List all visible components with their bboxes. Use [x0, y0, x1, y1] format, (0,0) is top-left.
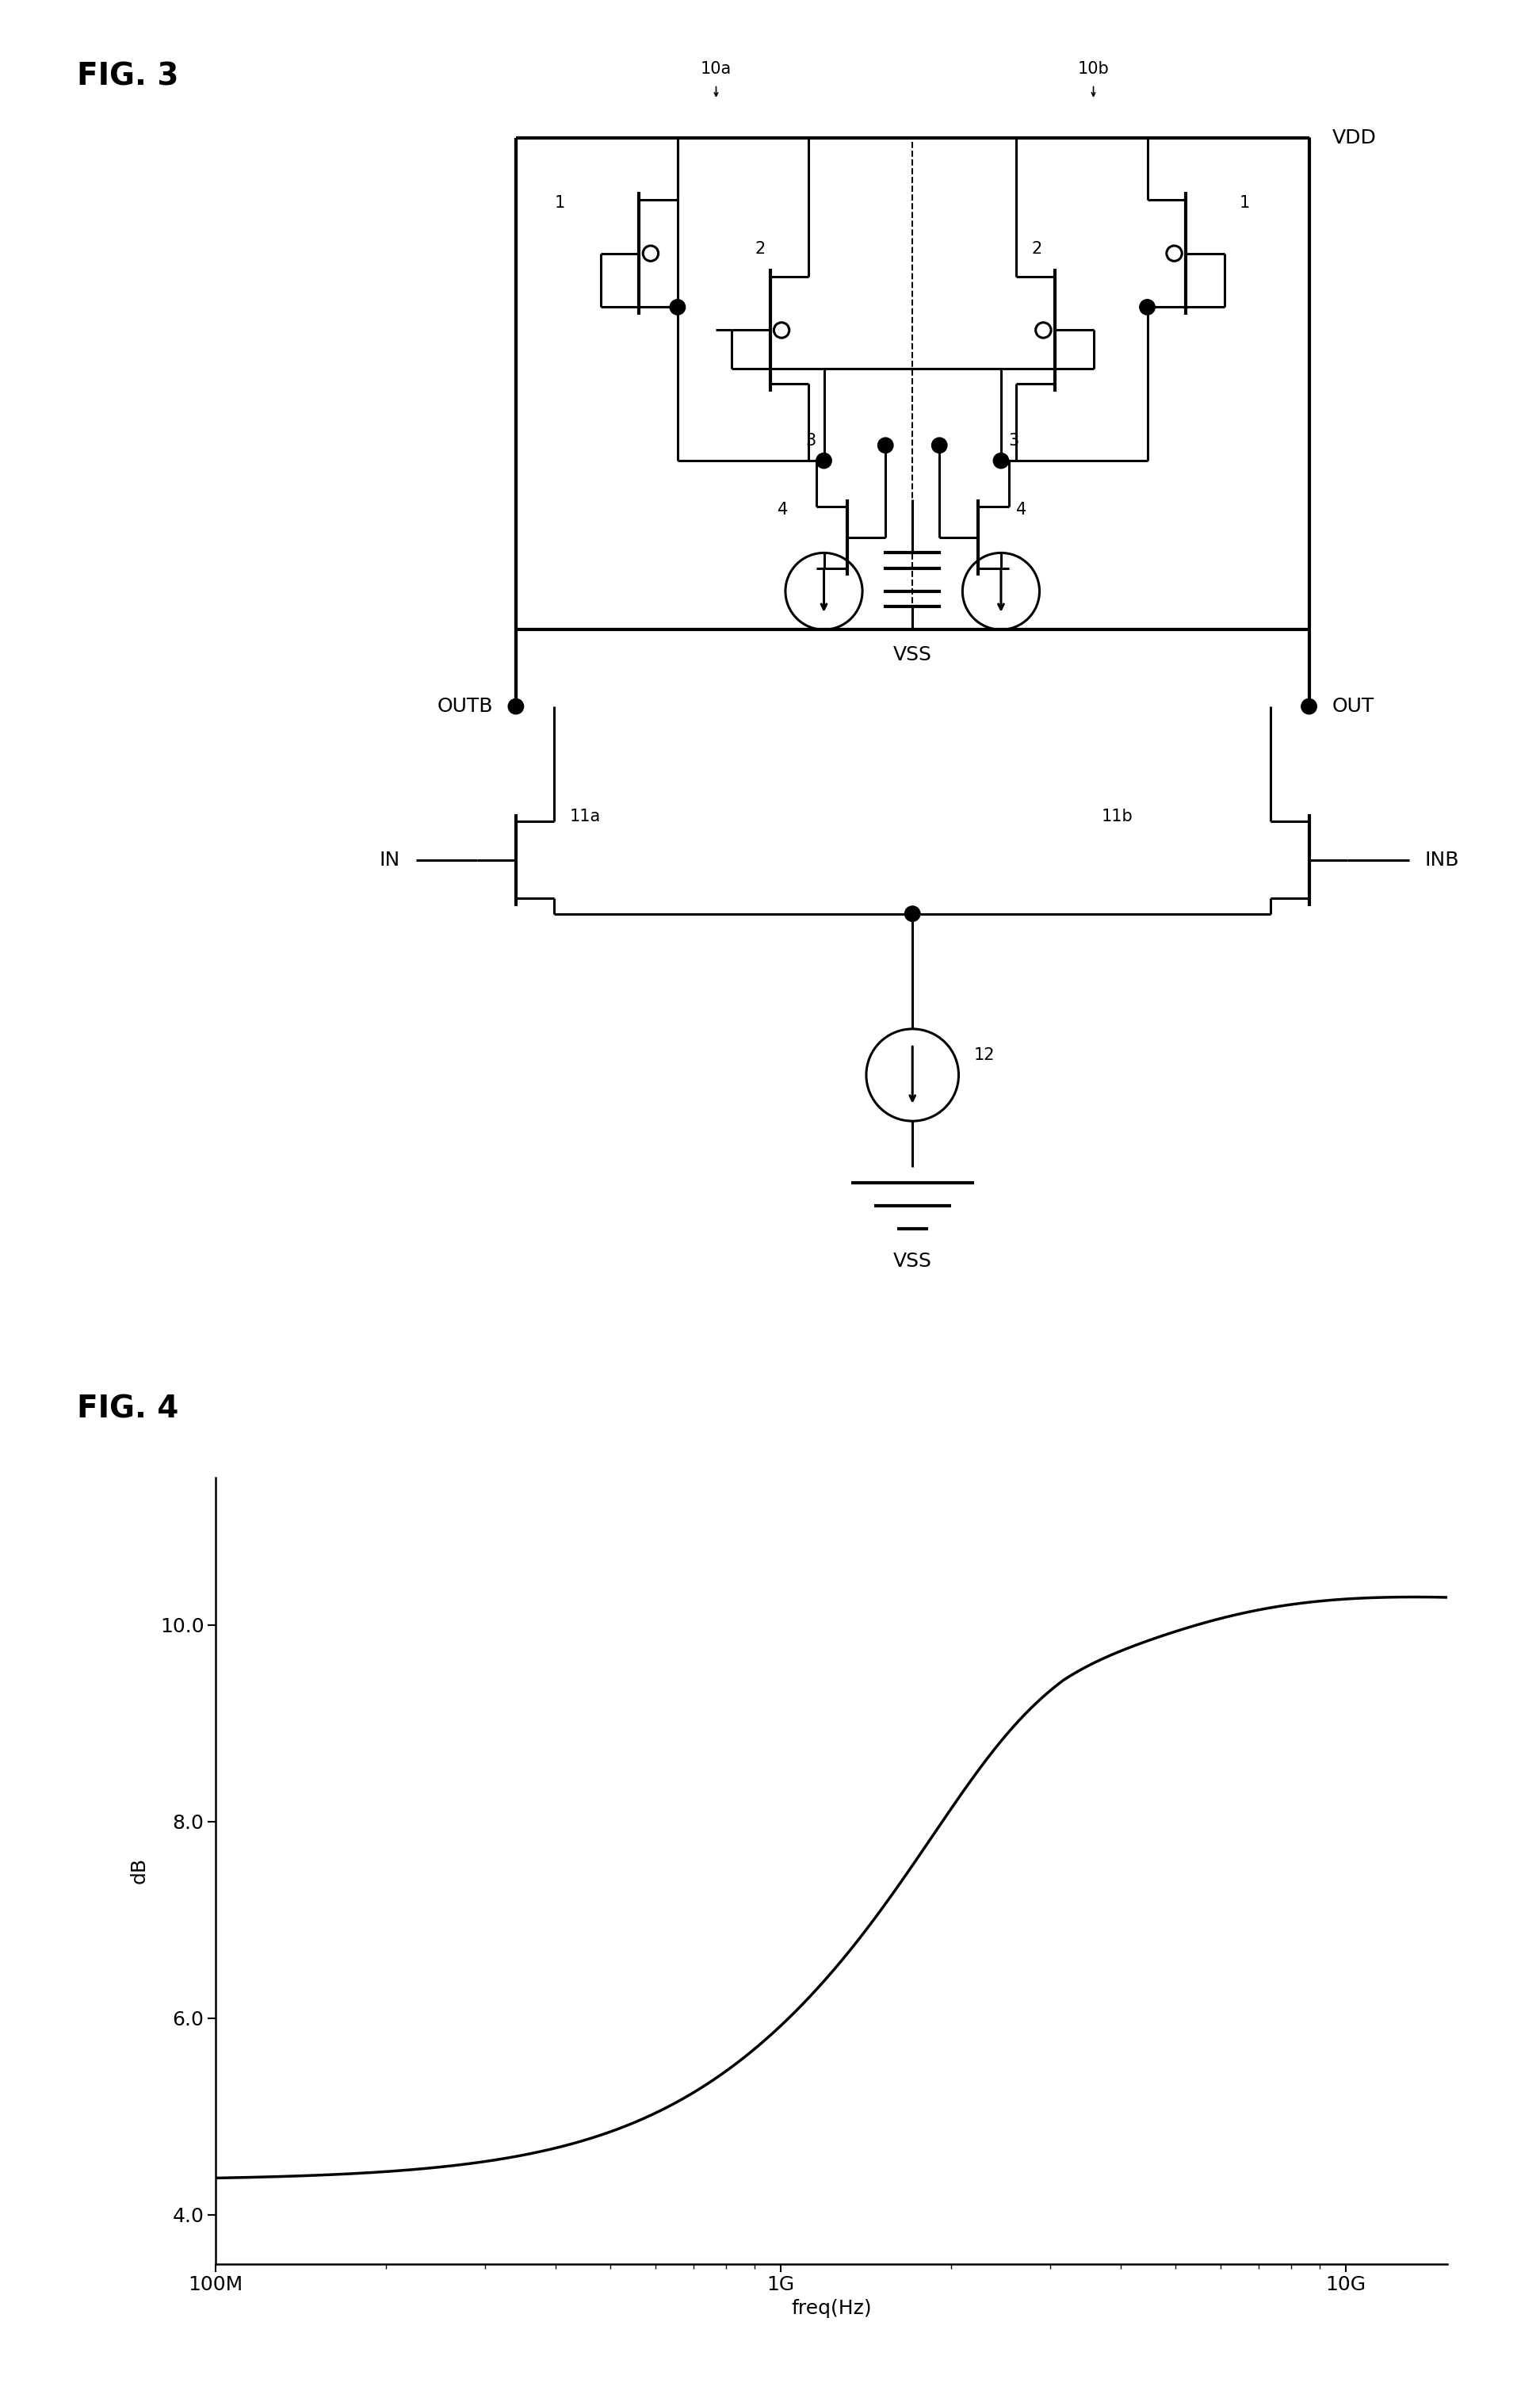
- Text: FIG. 3: FIG. 3: [77, 62, 179, 91]
- Text: 3: 3: [805, 434, 816, 448]
- Text: 4: 4: [778, 503, 788, 517]
- Text: 12: 12: [975, 1046, 995, 1063]
- Text: OUTB: OUTB: [437, 696, 493, 715]
- Text: VDD: VDD: [1332, 129, 1377, 148]
- Text: 4: 4: [1016, 503, 1027, 517]
- Circle shape: [906, 906, 921, 922]
- Circle shape: [1140, 300, 1155, 315]
- Text: FIG. 4: FIG. 4: [77, 1394, 179, 1425]
- Circle shape: [508, 698, 524, 715]
- Text: INB: INB: [1424, 851, 1458, 870]
- Text: OUT: OUT: [1332, 696, 1374, 715]
- Text: 11a: 11a: [570, 808, 601, 825]
- Text: 1: 1: [554, 195, 565, 210]
- X-axis label: freq(Hz): freq(Hz): [792, 2300, 872, 2319]
- Circle shape: [816, 453, 832, 469]
- Text: 11b: 11b: [1101, 808, 1132, 825]
- Text: 10b: 10b: [1078, 62, 1109, 76]
- Bar: [516, 138, 1309, 629]
- Text: 3: 3: [1009, 434, 1019, 448]
- Text: 10a: 10a: [701, 62, 732, 76]
- Text: 2: 2: [755, 241, 765, 257]
- Text: IN: IN: [379, 851, 400, 870]
- Text: VSS: VSS: [893, 1251, 932, 1270]
- Circle shape: [993, 453, 1009, 469]
- Text: 1: 1: [1240, 195, 1250, 210]
- Circle shape: [670, 300, 685, 315]
- Text: VSS: VSS: [893, 646, 932, 665]
- Circle shape: [1301, 698, 1317, 715]
- Circle shape: [878, 438, 893, 453]
- Circle shape: [932, 438, 947, 453]
- Y-axis label: dB: dB: [129, 1856, 149, 1885]
- Text: 2: 2: [1032, 241, 1043, 257]
